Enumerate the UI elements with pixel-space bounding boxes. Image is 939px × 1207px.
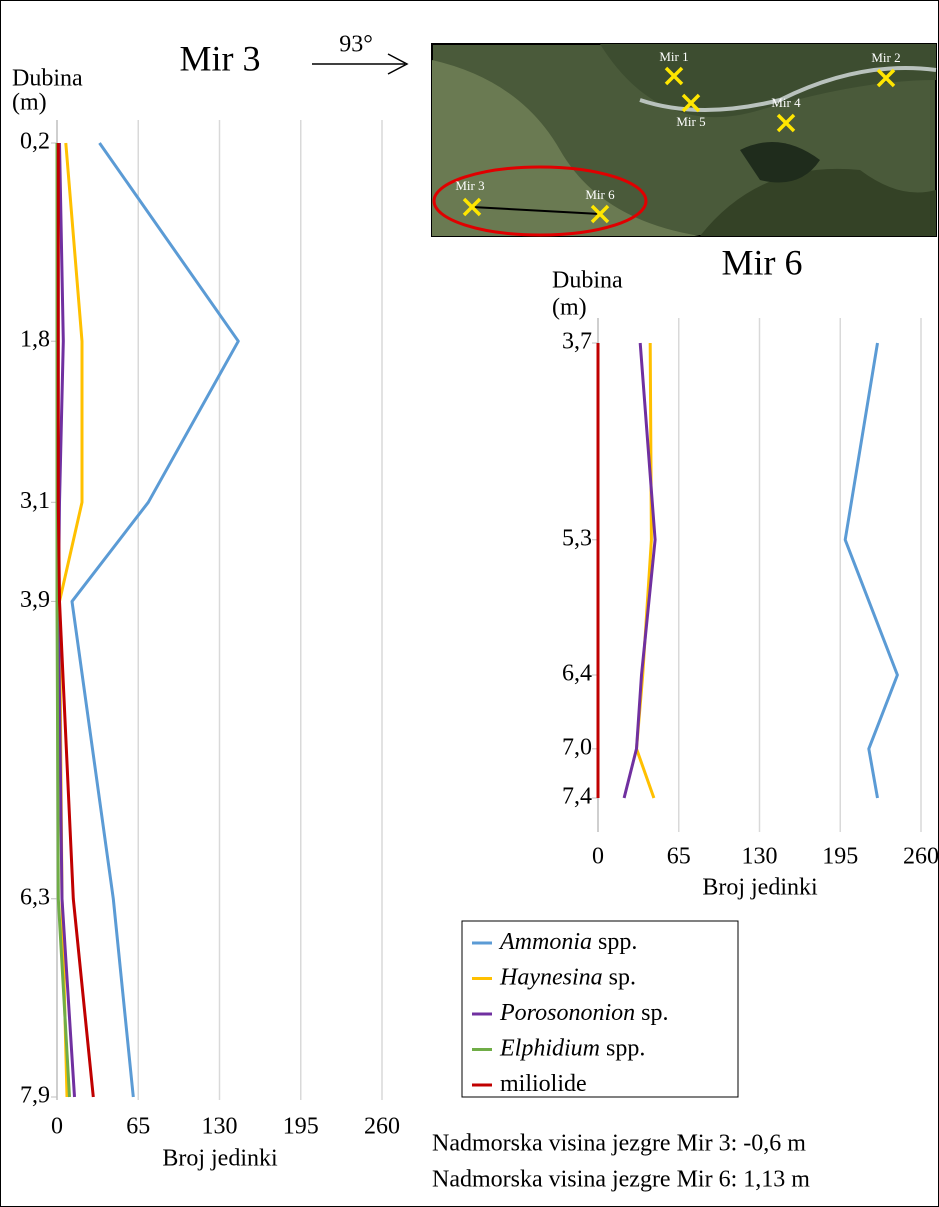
note: Nadmorska visina jezgre Mir 3: -0,6 m	[432, 1131, 806, 1157]
x-tick-label: 260	[903, 844, 939, 870]
x-tick-label: 130	[742, 844, 778, 870]
y-tick-label: 6,3	[20, 884, 50, 910]
x-tick-label: 0	[51, 1114, 63, 1140]
site-label: Mir 6	[585, 187, 615, 202]
x-tick-label: 65	[126, 1114, 150, 1140]
y-tick-label: 5,3	[562, 525, 592, 551]
series-line	[56, 143, 95, 1098]
y-tick-label: 7,4	[562, 784, 592, 810]
chart-title: Mir 6	[722, 242, 803, 282]
x-axis-label: Broj jedinki	[162, 1146, 278, 1172]
series-line	[622, 342, 657, 799]
legend: Ammonia spp. Haynesina sp. Porosononion sp…	[461, 920, 739, 1098]
chart-title: Mir 3	[180, 38, 261, 78]
y-tick-label: 1,8	[20, 327, 50, 353]
site-label: Mir 4	[771, 95, 801, 110]
note: Nadmorska visina jezgre Mir 6: 1,13 m	[432, 1167, 810, 1193]
y-tick-label: 3,1	[20, 488, 50, 514]
site-label: Mir 2	[871, 50, 900, 65]
x-tick-label: 130	[202, 1114, 238, 1140]
site-marker	[664, 66, 684, 86]
x-tick-label: 195	[283, 1114, 319, 1140]
legend-label: Haynesina sp.	[499, 964, 636, 990]
y-tick-label: 7,9	[20, 1083, 50, 1109]
y-tick-label: 3,7	[562, 329, 592, 355]
y-axis-label: Dubina	[552, 268, 623, 294]
y-tick-label: 3,9	[20, 587, 50, 613]
x-tick-label: 195	[822, 844, 858, 870]
legend-label: Porosononion sp.	[499, 1000, 668, 1026]
satellite-map	[431, 43, 937, 237]
direction-arrow: 93°	[312, 32, 409, 75]
site-marker	[876, 68, 896, 88]
y-axis-label: Dubina	[12, 66, 83, 92]
legend-label: Ammonia spp.	[498, 929, 637, 955]
legend-label: miliolide	[500, 1071, 587, 1097]
legend-label: Elphidium spp.	[499, 1035, 645, 1061]
site-marker	[590, 204, 610, 224]
x-tick-label: 0	[592, 844, 604, 870]
y-tick-label: 7,0	[562, 734, 592, 760]
map-sites: Mir 1 Mir 2 Mir 3 Mir 4 Mir 5 Mir 6	[455, 49, 901, 224]
site-marker	[681, 93, 701, 113]
site-marker	[776, 113, 796, 133]
site-marker	[462, 197, 482, 217]
series-line	[70, 142, 240, 1098]
site-label: Mir 1	[659, 49, 688, 64]
y-axis-label: (m)	[12, 90, 47, 116]
site-label: Mir 3	[455, 178, 484, 193]
site-label: Mir 5	[676, 114, 705, 129]
y-tick-label: 0,2	[20, 129, 50, 155]
series-line	[843, 342, 899, 799]
y-tick-label: 6,4	[562, 661, 592, 687]
x-tick-label: 65	[667, 844, 691, 870]
x-axis-label: Broj jedinki	[702, 875, 818, 901]
x-tick-label: 260	[364, 1114, 400, 1140]
direction-label: 93°	[339, 32, 373, 58]
y-axis-label: (m)	[552, 295, 587, 321]
